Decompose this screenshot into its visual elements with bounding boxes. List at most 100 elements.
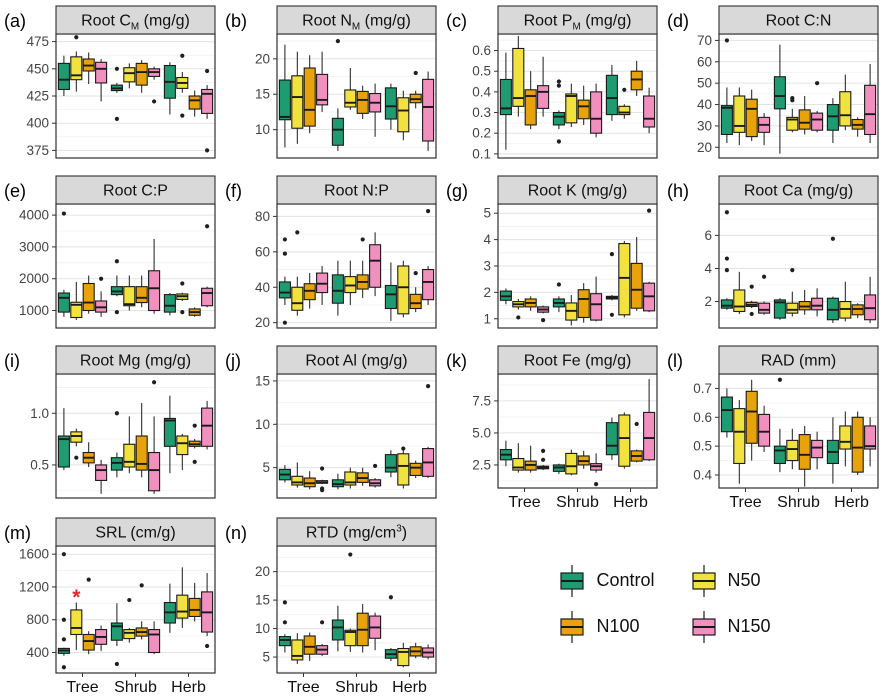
x-axis-label: Herb [171,679,206,696]
legend-item-control: Control [557,564,655,598]
y-tick-label: 1.0 [30,406,49,421]
legend-item-n150: N150 [689,610,771,644]
panel-letter: (d) [667,11,689,31]
panel-title: RAD (mm) [761,353,837,370]
y-tick-label: 1000 [19,303,49,318]
strip-header [55,5,216,35]
panel-title: RTD (mg/cm3​) [306,524,407,542]
panel-letter: (m) [4,523,31,543]
y-tick-label: 2000 [19,271,49,286]
panel-d: Root C:N (d) 20 30 40 50 60 70 [663,0,886,170]
y-tick-label: 475 [26,34,49,49]
y-tick-label: 0.6 [472,43,491,58]
panel-f: Root N:P (f) 20 40 60 80 [221,170,442,340]
y-tick-label: 0.5 [472,64,491,79]
x-axis-label: Shrub [335,679,378,696]
y-tick-label: 0.2 [472,126,491,141]
x-axis-label: Shrub [556,494,599,510]
legend-item-n100: N100 [557,610,654,644]
y-tick-label: 0.4 [693,468,712,483]
strip-header [497,5,658,35]
strip-header [55,175,216,205]
boxplot-key-icon [560,610,585,643]
panel-letter: (c) [446,11,467,31]
panel-k: Root Fe (mg/g) (k) 2.5 5.0 7.5 Tree Shrub Herb [442,340,663,510]
panel-title: Root N:P [324,183,389,200]
legend-item-n50: N50 [689,564,771,598]
y-tick-label: 7.5 [472,393,491,408]
y-tick-label: 3 [483,259,491,274]
boxplot-key-icon [691,610,716,643]
strip-header [55,517,216,547]
panel-plot-svg: Root Ca (mg/g) (h) 2 4 6 [667,175,879,329]
panel-letter: (n) [225,523,247,543]
panel-b: Root NM​ (mg/g) (b) 10 15 20 [221,0,442,170]
y-tick-label: 425 [26,89,49,104]
y-tick-label: 50 [697,76,712,91]
x-axis-label: Tree [729,494,761,510]
strip-header [718,345,879,375]
panel-plot-svg: * SRL (cm/g) (m) 400 800 1200 1600 Tree Shrub Her… [4,517,216,696]
panel-letter: (h) [667,181,689,201]
panel-letter: (l) [667,351,683,371]
significance-star: * [72,586,81,609]
y-tick-label: 2 [704,294,712,309]
y-tick-label: 0.3 [472,105,491,120]
strip-header [276,517,437,547]
x-axis-label: Tree [66,679,98,696]
y-tick-label: 60 [697,54,712,69]
y-tick-label: 4000 [19,208,49,223]
y-tick-label: 15 [255,87,270,102]
y-tick-label: 10 [255,417,270,432]
panel-letter: (b) [225,11,247,31]
panel-a: Root CM​ (mg/g) (a) 375 400 425 450 475 [0,0,221,170]
panel-plot-svg: Root Mg (mg/g) (i) 0.5 1.0 [4,345,216,499]
y-tick-label: 0.5 [30,457,49,472]
panel-plot-svg: RTD (mg/cm3​) (n) 5 10 15 20 Tree Shrub Herb [225,517,437,696]
y-tick-label: 800 [26,612,49,627]
strip-header [497,175,658,205]
y-tick-label: 375 [26,143,49,158]
panel-g: Root K (mg/g) (g) 1 2 3 4 5 [442,170,663,340]
panel-j: Root Al (mg/g) (j) 5 10 15 [221,340,442,510]
panel-n: RTD (mg/cm3​) (n) 5 10 15 20 Tree Shrub Herb [221,510,442,697]
legend-label: N100 [596,616,640,636]
panel-letter: (g) [446,181,468,201]
strip-header [718,5,879,35]
panel-plot-svg: Root N:P (f) 20 40 60 80 [225,175,437,330]
panel-e: Root C:P (e) 1000 2000 3000 4000 [0,170,221,340]
panel-plot-svg: Root NM​ (mg/g) (b) 10 15 20 [225,5,437,159]
boxplot-key-icon [691,564,716,597]
x-axis-label: Shrub [777,494,820,510]
strip-header [55,345,216,375]
y-tick-label: 6 [704,228,712,243]
y-tick-label: 0.7 [693,381,712,396]
legend-grid: Control N50 N100 N150 [557,564,771,644]
legend-label: N150 [727,616,771,636]
y-tick-label: 0.6 [693,410,712,425]
x-axis-label: Tree [287,679,319,696]
panel-plot-svg: Root C:N (d) 20 30 40 50 60 70 [667,5,879,159]
panel-plot-svg: Root Al (mg/g) (j) 5 10 15 [225,345,437,499]
legend-label: Control [596,570,655,590]
y-tick-label: 20 [697,140,712,155]
y-tick-label: 15 [255,593,270,608]
panel-letter: (i) [4,351,20,371]
y-tick-label: 4 [483,232,491,247]
y-tick-label: 1 [483,311,491,326]
strip-header [718,175,879,205]
y-tick-label: 2 [483,285,491,300]
panel-m: * SRL (cm/g) (m) 400 800 1200 1600 Tree Shrub Her… [0,510,221,697]
panel-title: Root Al (mg/g) [305,353,407,370]
panel-title: Root NM​ (mg/g) [302,13,411,33]
strip-header [497,345,658,375]
panel-title: Root Ca (mg/g) [744,183,853,200]
panel-title: Root K (mg/g) [528,183,628,200]
y-tick-label: 20 [255,51,270,66]
y-tick-label: 1600 [19,547,49,562]
panel-letter: (a) [4,11,26,31]
x-axis-label: Shrub [114,679,157,696]
y-tick-label: 0.1 [472,146,491,161]
panel-letter: (e) [4,181,26,201]
